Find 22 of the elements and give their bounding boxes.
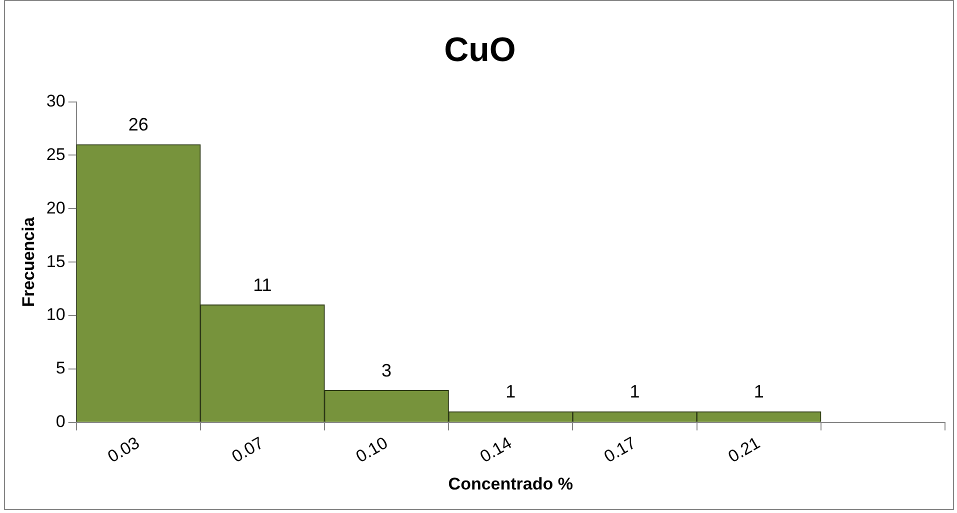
x-tick-label: 0.03	[104, 433, 143, 466]
y-tick-label: 5	[56, 358, 66, 378]
data-label: 1	[754, 382, 764, 402]
x-tick-label: 0.07	[228, 433, 267, 466]
x-tick-label: 0.17	[600, 433, 640, 466]
x-tick-label: 0.14	[476, 433, 515, 466]
y-tick-label: 0	[56, 412, 66, 432]
x-tick-label: 0.10	[352, 433, 391, 466]
y-tick-label: 30	[46, 91, 66, 110]
y-tick-label: 10	[46, 305, 66, 324]
chart-title: CuO	[444, 30, 516, 69]
data-label: 11	[253, 274, 272, 295]
x-tick-label: 0.21	[725, 433, 764, 466]
y-tick-label: 25	[46, 144, 66, 164]
data-label: 26	[128, 114, 148, 135]
y-tick-label: 15	[46, 252, 66, 271]
y-axis-title: Frecuencia	[18, 216, 38, 307]
data-label: 1	[630, 382, 640, 402]
x-axis-title: Concentrado %	[448, 474, 573, 494]
y-tick-label: 20	[46, 198, 66, 218]
data-label: 1	[506, 382, 516, 402]
data-label: 3	[382, 360, 392, 380]
